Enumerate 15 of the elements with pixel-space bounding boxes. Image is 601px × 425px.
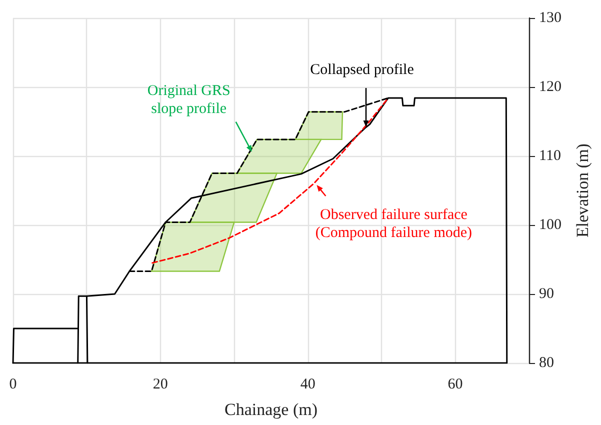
y-axis-title: Elevation (m) [573, 144, 592, 238]
x-axis-title: Chainage (m) [224, 400, 318, 419]
x-tick-label: 40 [300, 376, 316, 392]
y-tick-label: 130 [539, 10, 562, 26]
y-tick-label: 100 [539, 217, 562, 233]
annotation: Observed failure surface (Compound failure mode) [315, 206, 472, 241]
annotation: Original GRS slope profile [147, 82, 230, 117]
y-tick-label: 80 [539, 355, 554, 371]
y-tick-label: 90 [539, 286, 554, 302]
x-tick-label: 60 [448, 376, 463, 392]
x-tick-label: 0 [9, 376, 17, 392]
x-tick-label: 20 [152, 376, 168, 392]
y-tick-label: 120 [539, 79, 562, 95]
annotation: Collapsed profile [310, 62, 414, 78]
y-tick-label: 110 [539, 148, 561, 164]
